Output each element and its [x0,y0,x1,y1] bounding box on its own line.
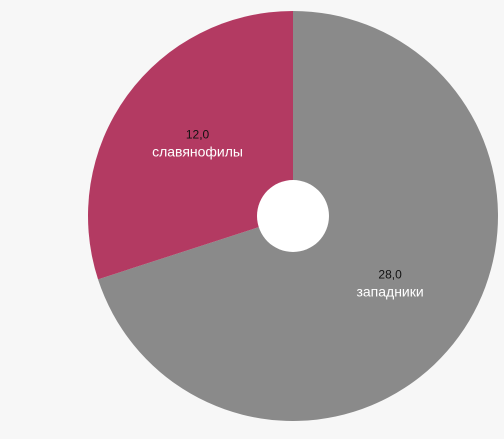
slice-value-label-slavophiles: 12,0 [186,128,210,142]
pie-slice-slavophiles [87,11,293,280]
slice-category-label-westernizers: западники [356,284,423,300]
slice-value-label-westernizers: 28,0 [378,268,402,282]
pie-labels: 12,0 славянофилы 28,0 западники [152,128,424,300]
slice-category-label-slavophiles: славянофилы [152,144,243,160]
donut-hole [257,180,329,252]
